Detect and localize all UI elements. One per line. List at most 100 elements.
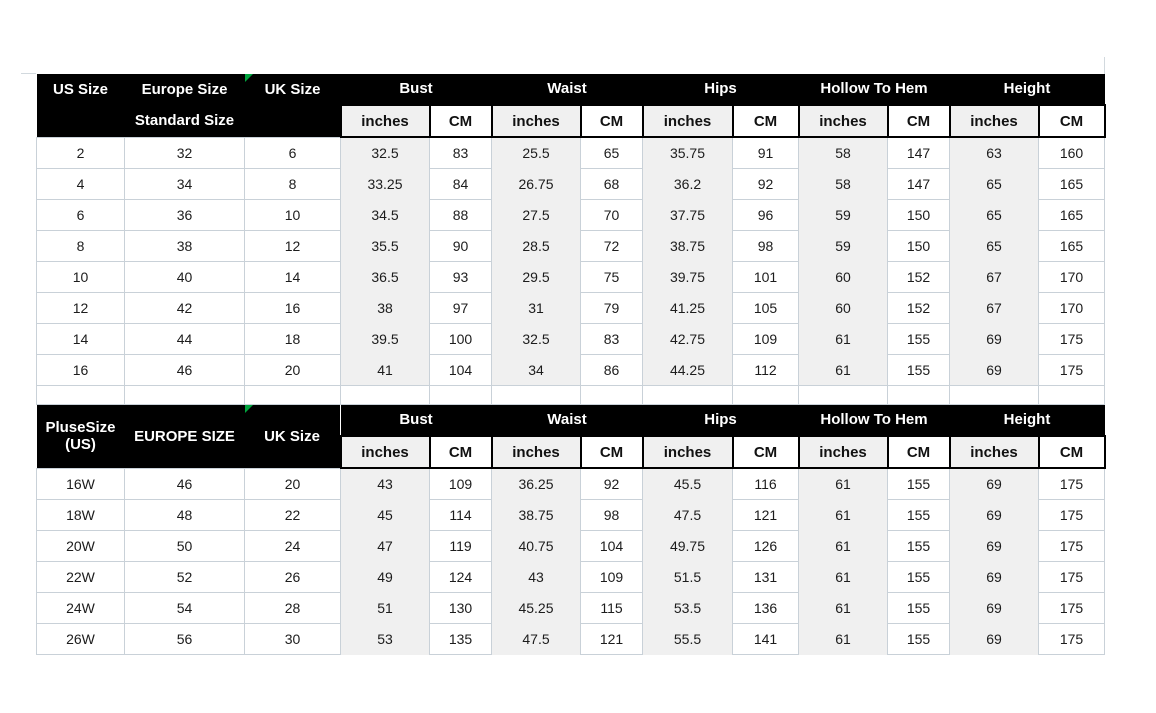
cell[interactable]: 69 bbox=[949, 499, 1039, 531]
cell[interactable]: 49.75 bbox=[642, 530, 733, 562]
cell[interactable]: 96 bbox=[732, 199, 799, 231]
cell[interactable]: 12 bbox=[36, 292, 125, 324]
cell[interactable]: 91 bbox=[732, 136, 799, 169]
cell[interactable]: 38 bbox=[124, 230, 245, 262]
cell[interactable]: 152 bbox=[887, 292, 950, 324]
cell[interactable]: 28 bbox=[244, 592, 341, 624]
cell[interactable]: 79 bbox=[580, 292, 643, 324]
cell[interactable]: 84 bbox=[429, 168, 492, 200]
cell[interactable]: 175 bbox=[1038, 354, 1105, 386]
cell[interactable]: 29.5 bbox=[491, 261, 581, 293]
waist-group-header[interactable]: Waist bbox=[491, 74, 643, 105]
cell[interactable]: 51.5 bbox=[642, 561, 733, 593]
cell[interactable]: 6 bbox=[244, 136, 341, 169]
cell[interactable]: 155 bbox=[887, 499, 950, 531]
cell[interactable]: 61 bbox=[798, 468, 888, 500]
cell[interactable]: 58 bbox=[798, 137, 888, 169]
cell[interactable]: 31 bbox=[491, 292, 581, 324]
cell[interactable]: 175 bbox=[1038, 592, 1105, 624]
cell[interactable]: 69 bbox=[949, 623, 1039, 655]
cell[interactable]: 69 bbox=[949, 323, 1039, 355]
cell[interactable]: 65 bbox=[949, 230, 1039, 262]
blank-header-cell[interactable] bbox=[244, 105, 341, 137]
bust-group-header[interactable]: Bust bbox=[340, 404, 492, 436]
hips-group-header[interactable]: Hips bbox=[642, 74, 799, 105]
cell[interactable]: 72 bbox=[580, 230, 643, 262]
cell[interactable]: 61 bbox=[798, 323, 888, 355]
empty-cell[interactable] bbox=[580, 385, 643, 405]
cell[interactable]: 86 bbox=[580, 354, 643, 386]
hips-cm-header[interactable]: CM bbox=[731, 435, 800, 469]
cell[interactable]: 109 bbox=[429, 467, 492, 500]
cell[interactable]: 20 bbox=[244, 354, 341, 386]
cell[interactable]: 109 bbox=[732, 323, 799, 355]
cell[interactable]: 67 bbox=[949, 261, 1039, 293]
cell[interactable]: 39.5 bbox=[340, 323, 430, 355]
empty-cell[interactable] bbox=[1038, 385, 1105, 405]
plus-size-us-header[interactable]: PluseSize (US) bbox=[36, 404, 125, 468]
cell[interactable]: 70 bbox=[580, 199, 643, 231]
cell[interactable]: 59 bbox=[798, 230, 888, 262]
cell[interactable]: 20W bbox=[36, 530, 125, 562]
cell[interactable]: 8 bbox=[244, 168, 341, 200]
bust-cm-header[interactable]: CM bbox=[428, 435, 493, 469]
uk-size-header[interactable]: UK Size bbox=[244, 404, 341, 468]
cell[interactable]: 175 bbox=[1038, 561, 1105, 593]
cell[interactable]: 65 bbox=[949, 199, 1039, 231]
cell[interactable]: 83 bbox=[580, 323, 643, 355]
cell[interactable]: 32.5 bbox=[491, 323, 581, 355]
bust-inches-header[interactable]: inches bbox=[339, 435, 431, 469]
cell[interactable]: 100 bbox=[429, 323, 492, 355]
cell[interactable]: 16W bbox=[36, 467, 125, 500]
cell[interactable]: 36.25 bbox=[491, 468, 581, 500]
bust-cm-header[interactable]: CM bbox=[428, 104, 493, 138]
cell[interactable]: 155 bbox=[887, 561, 950, 593]
height-cm-header[interactable]: CM bbox=[1037, 104, 1106, 138]
cell[interactable]: 60 bbox=[798, 261, 888, 293]
waist-group-header[interactable]: Waist bbox=[491, 404, 643, 436]
cell[interactable]: 131 bbox=[732, 561, 799, 593]
cell[interactable]: 26W bbox=[36, 623, 125, 655]
cell[interactable]: 150 bbox=[887, 199, 950, 231]
hollow-inches-header[interactable]: inches bbox=[797, 104, 889, 138]
cell[interactable]: 49 bbox=[340, 561, 430, 593]
cell[interactable]: 22 bbox=[244, 499, 341, 531]
cell[interactable]: 165 bbox=[1038, 230, 1105, 262]
cell[interactable]: 175 bbox=[1038, 323, 1105, 355]
us-size-header[interactable]: US Size bbox=[36, 74, 125, 105]
cell[interactable]: 45.5 bbox=[642, 468, 733, 500]
waist-inches-header[interactable]: inches bbox=[490, 104, 582, 138]
cell[interactable]: 58 bbox=[798, 168, 888, 200]
cell[interactable]: 44 bbox=[124, 323, 245, 355]
cell[interactable]: 53 bbox=[340, 623, 430, 655]
empty-cell[interactable] bbox=[798, 385, 888, 405]
cell[interactable]: 92 bbox=[580, 467, 643, 500]
standard-size-subtitle[interactable]: Standard Size bbox=[124, 105, 245, 137]
cell[interactable]: 32.5 bbox=[340, 137, 430, 169]
cell[interactable]: 30 bbox=[244, 623, 341, 655]
cell[interactable]: 43 bbox=[340, 468, 430, 500]
cell[interactable]: 6 bbox=[36, 199, 125, 231]
cell[interactable]: 41 bbox=[340, 354, 430, 386]
cell[interactable]: 126 bbox=[732, 530, 799, 562]
cell[interactable]: 101 bbox=[732, 261, 799, 293]
cell[interactable]: 42 bbox=[124, 292, 245, 324]
cell[interactable]: 39.75 bbox=[642, 261, 733, 293]
cell[interactable]: 130 bbox=[429, 592, 492, 624]
cell[interactable]: 33.25 bbox=[340, 168, 430, 200]
cell[interactable]: 105 bbox=[732, 292, 799, 324]
cell[interactable]: 50 bbox=[124, 530, 245, 562]
cell[interactable]: 135 bbox=[429, 623, 492, 655]
cell[interactable]: 38 bbox=[340, 292, 430, 324]
cell[interactable]: 61 bbox=[798, 561, 888, 593]
cell[interactable]: 18 bbox=[244, 323, 341, 355]
cell[interactable]: 8 bbox=[36, 230, 125, 262]
cell[interactable]: 27.5 bbox=[491, 199, 581, 231]
cell[interactable]: 59 bbox=[798, 199, 888, 231]
hips-inches-header[interactable]: inches bbox=[641, 435, 734, 469]
cell[interactable]: 14 bbox=[244, 261, 341, 293]
cell[interactable]: 4 bbox=[36, 168, 125, 200]
cell[interactable]: 121 bbox=[732, 499, 799, 531]
cell[interactable]: 83 bbox=[429, 136, 492, 169]
cell[interactable]: 152 bbox=[887, 261, 950, 293]
